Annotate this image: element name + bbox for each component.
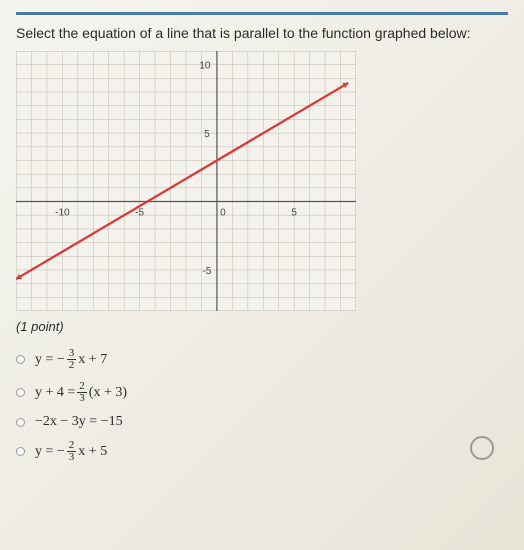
answer-option[interactable]: y + 4 = 23 (x + 3) [16, 381, 508, 404]
focus-ring-icon [470, 436, 494, 460]
answer-option[interactable]: y = − 23 x + 5 [16, 440, 508, 463]
option-equation: y + 4 = 23 (x + 3) [35, 381, 127, 404]
option-equation: y = − 23 x + 5 [35, 440, 107, 463]
answer-options: y = − 32 x + 7 y + 4 = 23 (x + 3) −2x − … [16, 348, 508, 463]
option-equation: y = − 32 x + 7 [35, 348, 107, 371]
answer-option[interactable]: −2x − 3y = −15 [16, 414, 508, 430]
answer-option[interactable]: y = − 32 x + 7 [16, 348, 508, 371]
svg-text:-10: -10 [55, 208, 70, 219]
svg-text:5: 5 [291, 208, 297, 219]
option-equation: −2x − 3y = −15 [35, 414, 123, 430]
radio-icon [16, 447, 25, 456]
radio-icon [16, 355, 25, 364]
question-prompt: Select the equation of a line that is pa… [16, 25, 508, 41]
svg-text:0: 0 [220, 208, 226, 219]
svg-text:10: 10 [199, 61, 211, 72]
chart-svg: -10-5055-510 [16, 51, 356, 311]
function-graph: -10-5055-510 [16, 51, 356, 311]
points-label: (1 point) [16, 319, 508, 334]
radio-icon [16, 388, 25, 397]
svg-text:5: 5 [204, 129, 210, 140]
header-divider [16, 12, 508, 15]
radio-icon [16, 418, 25, 427]
svg-text:-5: -5 [202, 266, 211, 277]
